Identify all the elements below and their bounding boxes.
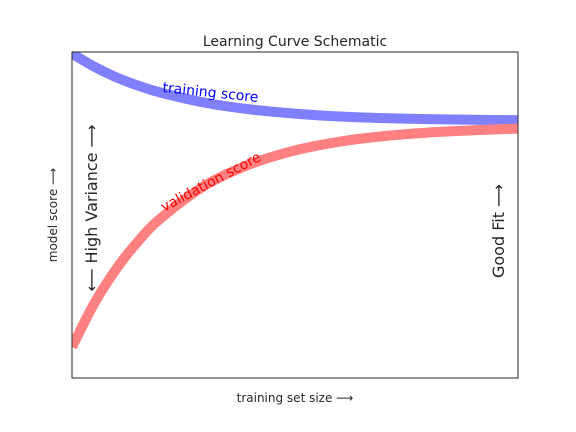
chart-title: Learning Curve Schematic bbox=[203, 34, 387, 50]
series-layer bbox=[72, 54, 518, 347]
annotation-good-fit: Good Fit ⟶ bbox=[489, 184, 508, 278]
annotation-high-variance: ⟵ High Variance ⟶ bbox=[82, 124, 101, 291]
series-label-validation-score: validation score bbox=[158, 149, 264, 215]
series-line-training-score bbox=[72, 54, 518, 121]
plot-frame bbox=[72, 52, 518, 378]
y-axis-label: model score ⟶ bbox=[46, 168, 60, 262]
x-axis-label: training set size ⟶ bbox=[237, 391, 354, 405]
series-line-validation-score bbox=[72, 129, 518, 347]
